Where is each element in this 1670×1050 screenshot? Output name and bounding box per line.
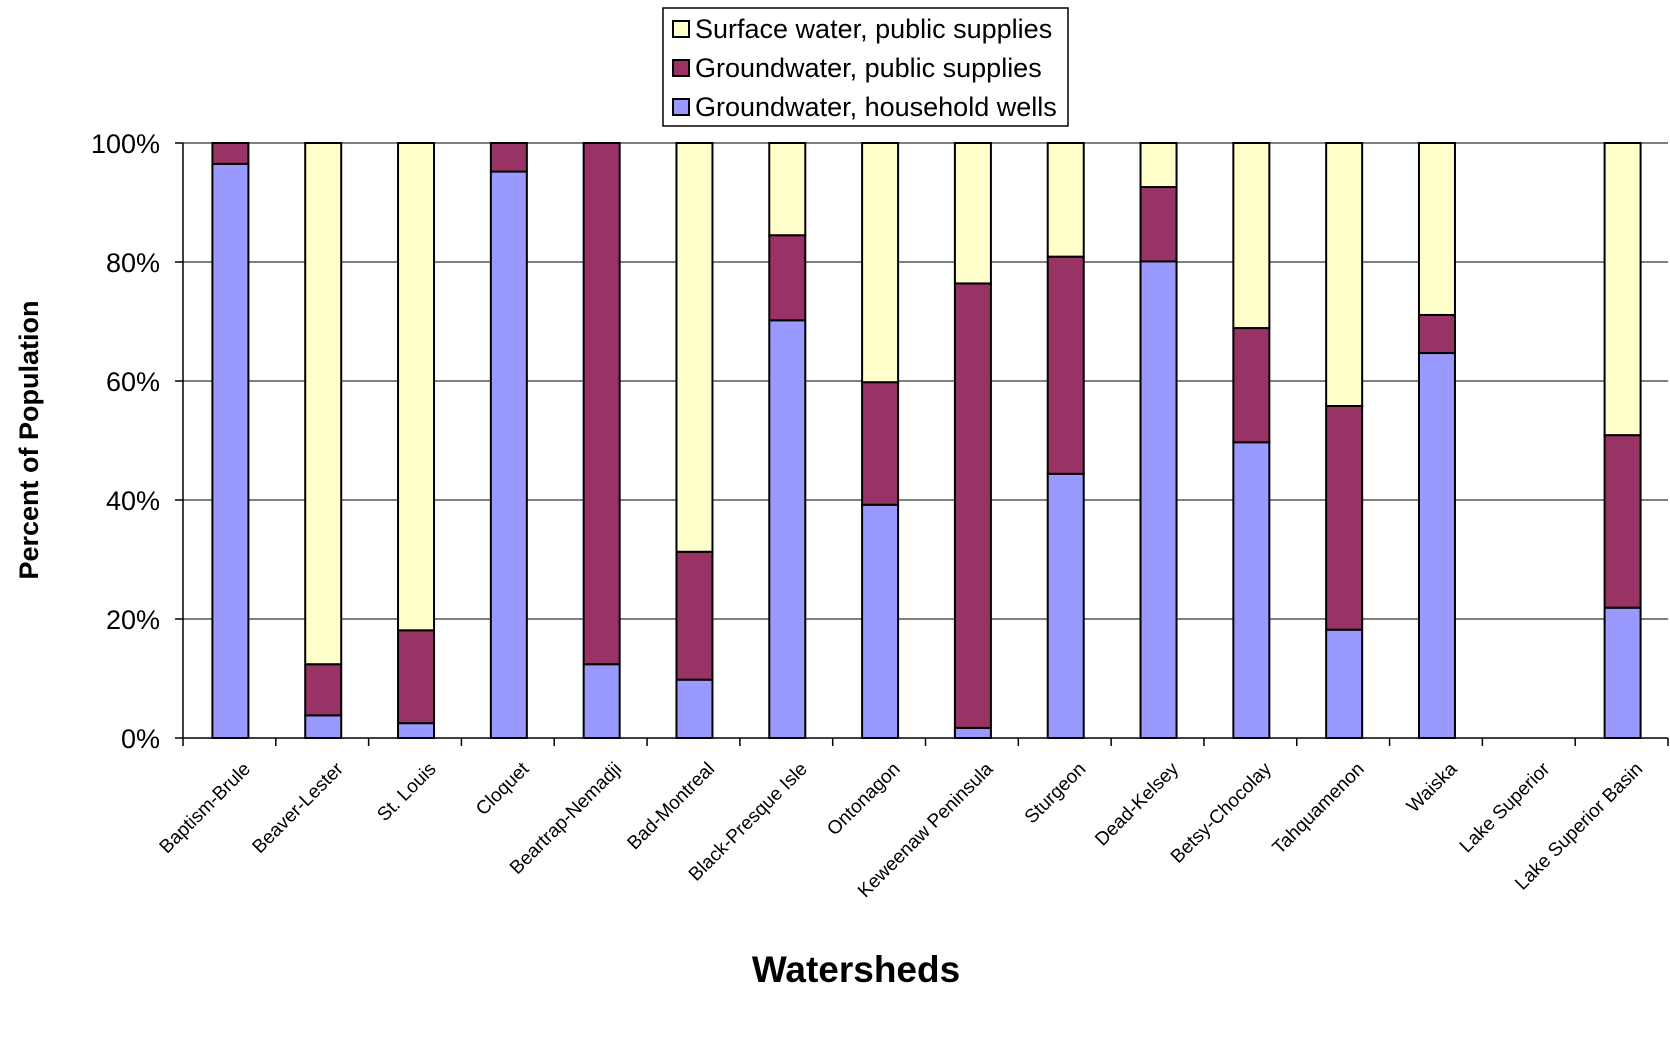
y-tick-label: 20% <box>106 605 160 635</box>
bar-segment <box>1603 142 1642 437</box>
bar-segment <box>1139 186 1178 263</box>
y-tick-label: 80% <box>106 248 160 278</box>
bar-segment <box>397 722 436 739</box>
y-tick-label: 60% <box>106 367 160 397</box>
bar-segment <box>304 714 343 740</box>
bar-segment <box>953 726 992 740</box>
x-category-label: Baptism-Brule <box>156 759 255 858</box>
bar-segment <box>304 663 343 717</box>
x-axis-title: Watersheds <box>752 949 960 990</box>
bar-segment <box>861 142 900 384</box>
bar-segment <box>768 142 807 237</box>
x-category-label: Beaver-Lester <box>249 758 349 858</box>
bar-segment <box>1139 142 1178 189</box>
bar-segment <box>1325 628 1364 740</box>
bar-segment <box>768 234 807 322</box>
bar-segment <box>1417 352 1456 739</box>
x-category-label: Sturgeon <box>1021 759 1090 828</box>
y-tick-label: 0% <box>121 724 160 754</box>
x-category-label: Dead-Kelsey <box>1091 758 1183 850</box>
bar-segment <box>953 142 992 285</box>
x-category-label: Lake Superior <box>1456 758 1555 857</box>
legend-swatch <box>672 20 690 38</box>
x-category-label: Betsy-Chocolay <box>1167 758 1276 867</box>
bar-segment <box>1417 313 1456 355</box>
bar-segment <box>582 663 621 739</box>
legend: Surface water, public supplies Groundwate… <box>662 7 1069 127</box>
bar-segment <box>953 282 992 729</box>
bar-segment <box>675 678 714 740</box>
bars <box>211 142 1642 740</box>
y-axis-title: Percent of Population <box>14 300 44 579</box>
bar-segment <box>1603 434 1642 609</box>
bar-segment <box>211 162 250 739</box>
bar-segment <box>397 142 436 632</box>
bar-segment <box>861 381 900 506</box>
bar-segment <box>211 142 250 165</box>
legend-swatch <box>672 59 690 77</box>
bar-segment <box>1232 441 1271 739</box>
bar-segment <box>1603 606 1642 739</box>
bar-segment <box>675 142 714 553</box>
bar-segment <box>1046 472 1085 739</box>
bar-segment <box>489 142 528 173</box>
legend-label: Groundwater, household wells <box>695 92 1057 122</box>
x-category-label: Bad-Montreal <box>624 759 720 855</box>
bar-segment <box>582 142 621 666</box>
bar-segment <box>397 629 436 725</box>
bar-segment <box>1139 260 1178 739</box>
bar-segment <box>489 170 528 739</box>
x-category-label: Cloquet <box>472 758 534 820</box>
axes <box>175 142 1669 746</box>
legend-swatch <box>672 98 690 116</box>
x-category-label: Tahquamenon <box>1269 759 1369 859</box>
bar-segment <box>304 142 343 666</box>
x-category-label: Ontonagon <box>823 759 904 840</box>
bar-segment <box>861 503 900 740</box>
legend-label: Surface water, public supplies <box>695 14 1052 44</box>
y-tick-label: 40% <box>106 486 160 516</box>
bar-segment <box>1232 327 1271 444</box>
x-category-label: Waiska <box>1403 758 1462 817</box>
bar-segment <box>1325 142 1364 407</box>
bar-segment <box>1325 404 1364 631</box>
bar-segment <box>675 550 714 681</box>
bar-segment <box>1417 142 1456 316</box>
legend-label: Groundwater, public supplies <box>695 53 1042 83</box>
x-category-label: St. Louis <box>373 759 440 826</box>
y-tick-label: 100% <box>91 129 160 159</box>
bar-segment <box>768 319 807 739</box>
bar-segment <box>1232 142 1271 330</box>
y-tick-labels: 0% 20% 40% 60% 80% 100% <box>91 129 160 754</box>
bar-segment <box>1046 142 1085 258</box>
legend-box <box>662 7 1069 127</box>
bar-segment <box>1046 255 1085 475</box>
